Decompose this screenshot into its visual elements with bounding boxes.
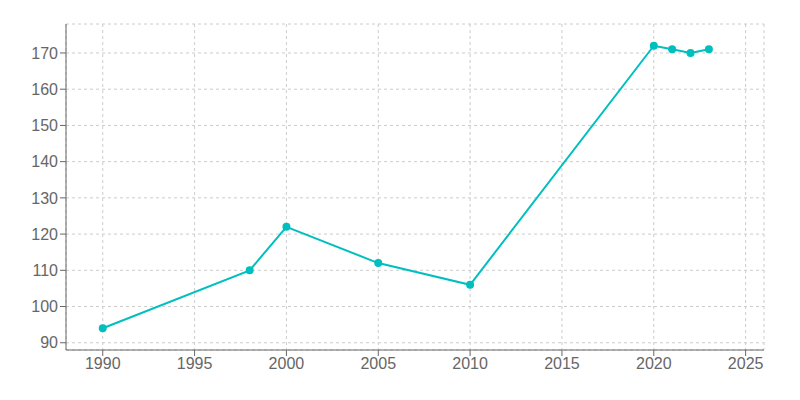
svg-text:110: 110	[32, 262, 58, 279]
svg-text:2005: 2005	[360, 355, 396, 372]
svg-text:2025: 2025	[728, 355, 764, 372]
svg-text:140: 140	[31, 153, 58, 170]
svg-text:2000: 2000	[269, 355, 305, 372]
svg-text:1990: 1990	[85, 355, 121, 372]
svg-text:120: 120	[31, 226, 58, 243]
svg-text:170: 170	[31, 45, 58, 62]
svg-text:130: 130	[31, 190, 58, 207]
svg-text:150: 150	[31, 117, 58, 134]
svg-text:2015: 2015	[544, 355, 580, 372]
svg-text:100: 100	[31, 298, 58, 315]
svg-text:90: 90	[40, 334, 58, 351]
svg-text:1995: 1995	[177, 355, 213, 372]
svg-text:160: 160	[31, 81, 58, 98]
svg-text:2010: 2010	[452, 355, 488, 372]
svg-text:2020: 2020	[636, 355, 672, 372]
